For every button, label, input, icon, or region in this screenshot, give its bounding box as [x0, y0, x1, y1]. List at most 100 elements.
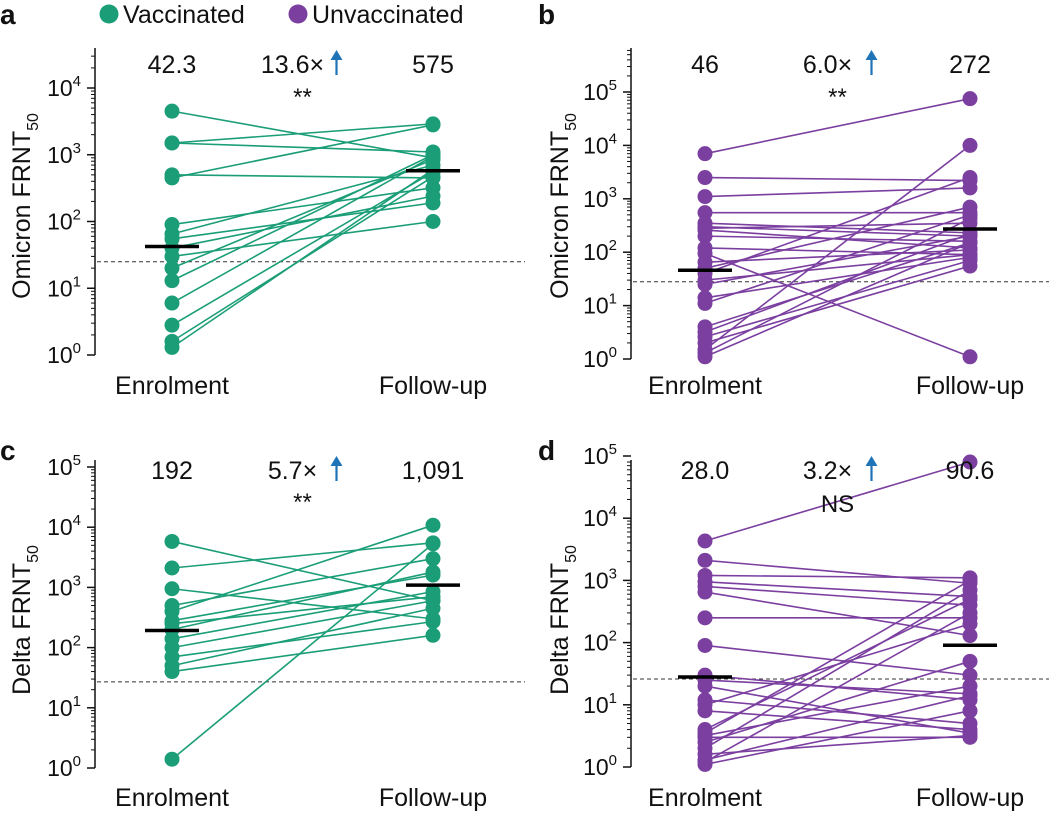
paired-line	[704, 225, 971, 237]
paired-line	[704, 585, 971, 606]
fold-change-label: 3.2×	[803, 457, 852, 485]
paired-line	[704, 710, 971, 766]
paired-line	[704, 217, 971, 354]
paired-line	[704, 97, 971, 155]
paired-line	[171, 599, 434, 649]
median-label-follow-up: 575	[412, 51, 454, 79]
paired-line	[171, 540, 434, 602]
paired-line	[704, 710, 971, 731]
y-tick-label: 105	[583, 77, 617, 105]
paired-line	[171, 620, 434, 658]
data-point-enrolment	[697, 146, 713, 162]
data-point-follow-up	[425, 117, 441, 133]
y-axis-label: Omicron FRNT50	[546, 113, 580, 299]
x-category-label: Follow-up	[916, 372, 1024, 400]
data-point-follow-up	[962, 703, 978, 719]
legend-marker	[288, 4, 308, 24]
paired-line	[171, 587, 434, 620]
data-point-follow-up	[962, 91, 978, 107]
fold-change-label: 5.7×	[268, 457, 317, 485]
paired-line	[171, 168, 434, 349]
data-point-enrolment	[164, 581, 180, 597]
paired-line	[704, 579, 971, 734]
paired-line	[704, 187, 971, 198]
data-point-enrolment	[697, 610, 713, 626]
median-label-follow-up: 1,091	[402, 457, 465, 485]
data-point-enrolment	[697, 189, 713, 205]
median-label-enrolment: 192	[151, 457, 193, 485]
y-tick-label: 104	[583, 130, 617, 158]
paired-line	[704, 461, 971, 542]
median-label-follow-up: 90.6	[946, 457, 995, 485]
data-point-enrolment	[697, 228, 713, 244]
panel-c: c 100 101 102 103 104 105 Delta FRNT50 192 1,091 5…	[0, 435, 525, 812]
legend-item: Vaccinated	[99, 1, 245, 29]
y-axis-label: Delta FRNT50	[546, 545, 580, 695]
data-point-follow-up	[962, 137, 978, 153]
y-axis-label: Delta FRNT50	[8, 545, 42, 695]
paired-line	[171, 142, 434, 153]
data-point-follow-up	[962, 653, 978, 669]
legend-item: Unvaccinated	[288, 1, 463, 29]
data-point-enrolment	[164, 560, 180, 576]
data-point-follow-up	[425, 148, 441, 164]
paired-line	[704, 249, 971, 263]
paired-line	[171, 590, 434, 640]
significance-label: **	[828, 84, 847, 111]
data-point-follow-up	[962, 180, 978, 196]
paired-line	[171, 195, 434, 249]
data-point-follow-up	[962, 667, 978, 683]
fold-change-label: 6.0×	[803, 51, 852, 79]
y-tick-label: 105	[583, 441, 617, 469]
legend-label: Vaccinated	[123, 1, 245, 29]
y-tick-label: 103	[583, 565, 617, 593]
panel-letter: d	[538, 435, 555, 466]
data-point-enrolment	[697, 349, 713, 365]
paired-line	[704, 242, 971, 358]
up-arrow-icon	[330, 456, 343, 481]
y-tick-label: 105	[47, 452, 81, 480]
paired-line	[171, 543, 434, 760]
significance-label: **	[293, 489, 312, 516]
data-point-enrolment	[164, 664, 180, 680]
up-arrow-icon	[330, 50, 343, 75]
data-point-follow-up	[962, 688, 978, 704]
up-arrow-head	[865, 456, 878, 466]
data-point-follow-up	[425, 614, 441, 630]
data-point-follow-up	[962, 454, 978, 470]
up-arrow-icon	[865, 50, 878, 75]
data-point-follow-up	[962, 605, 978, 621]
data-point-follow-up	[962, 616, 978, 632]
significance-label: NS	[821, 491, 854, 518]
data-point-enrolment	[164, 248, 180, 264]
legend-label: Unvaccinated	[312, 1, 463, 29]
paired-line	[704, 660, 971, 744]
data-point-follow-up	[962, 728, 978, 744]
paired-line	[704, 256, 971, 299]
data-point-enrolment	[164, 135, 180, 151]
x-category-label: Follow-up	[379, 372, 487, 400]
y-tick-label: 100	[583, 344, 617, 372]
up-arrow-head	[330, 456, 343, 466]
fold-change-label: 13.6×	[261, 51, 324, 79]
data-point-enrolment	[164, 103, 180, 119]
x-category-label: Enrolment	[648, 372, 762, 400]
panel-letter: b	[538, 0, 555, 30]
data-point-enrolment	[697, 552, 713, 568]
y-axis-label: Omicron FRNT50	[8, 113, 42, 299]
data-point-enrolment	[164, 339, 180, 355]
data-point-enrolment	[697, 276, 713, 292]
paired-line	[704, 235, 971, 286]
x-category-label: Enrolment	[648, 784, 762, 812]
paired-line	[171, 158, 434, 269]
data-point-enrolment	[697, 533, 713, 549]
paired-line	[171, 542, 434, 569]
y-tick-label: 101	[583, 291, 617, 319]
data-point-follow-up	[425, 627, 441, 643]
data-point-follow-up	[425, 188, 441, 204]
data-point-enrolment	[697, 295, 713, 311]
paired-line	[704, 176, 971, 275]
y-tick-label: 102	[583, 237, 617, 265]
legend: Vaccinated Unvaccinated	[99, 1, 463, 29]
